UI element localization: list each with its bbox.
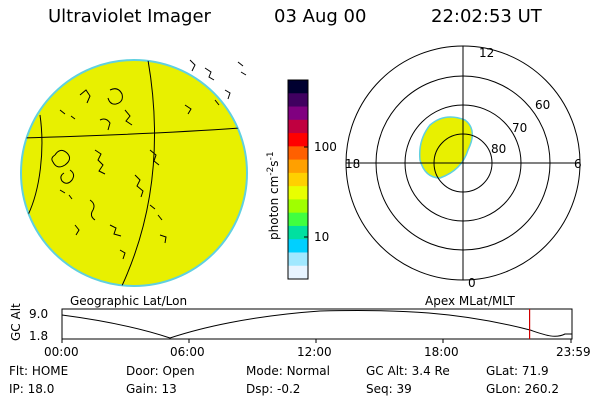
coastline [237,61,247,76]
coastline [109,224,122,237]
glat-value: 71.9 [521,364,549,378]
seq-value: 39 [396,382,412,396]
info-gain: Gain: 13 [126,382,177,396]
coastline [149,149,160,166]
polar-label-80: 80 [491,142,507,156]
coastline [60,169,75,184]
colorbar-segment [288,265,308,280]
coastline [149,204,163,221]
apex-caption: Apex MLat/MLT [425,294,515,308]
coastline [59,109,76,120]
date-label: 03 Aug 00 [274,6,367,27]
colorbar-segment [288,252,308,267]
coastline [214,99,220,106]
coastline [224,89,231,100]
polar-label-0: 0 [468,276,476,290]
flt-value: HOME [31,364,69,378]
x-tick-0000: 00:00 [44,345,79,359]
latitude-line [21,127,241,139]
instrument-title: Ultraviolet Imager [48,6,211,27]
mode-value: Normal [286,364,330,378]
gcalt-value: 3.4 Re [411,364,450,378]
coastline [74,224,80,236]
glon-value: 260.2 [524,382,559,396]
polar-label-60: 60 [535,98,551,112]
colorbar-segment [288,172,308,187]
info-seq: Seq: 39 [366,382,412,396]
door-value: Open [162,364,195,378]
colorbar-segment [288,239,308,253]
coastline [107,88,123,105]
colorbar-frame [287,79,309,280]
colorbar-segment [288,146,308,161]
colorbar-tick-label-10: 10 [314,230,330,244]
colorbar-segment [288,93,308,108]
polar-label-6: 6 [574,157,582,171]
info-flt: Flt: HOME [9,364,69,378]
geographic-caption: Geographic Lat/Lon [70,294,188,308]
info-glon: GLon: 260.2 [486,382,559,396]
info-mode: Mode: Normal [246,364,330,378]
x-tick-1800: 18:00 [424,345,459,359]
polar-label-18: 18 [345,157,361,171]
y-tick-top: 9.0 [29,307,49,321]
colorbar-segment [288,225,308,240]
colorbar-segment [288,159,308,174]
x-tick-0600: 06:00 [170,345,205,359]
ip-value: 18.0 [27,382,55,396]
colorbar-segment [288,199,308,214]
coastline [189,59,196,72]
polar-label-12: 12 [479,46,495,60]
x-tick-2359: 23:59 [556,345,591,359]
meridian-line [119,60,155,286]
gain-value: 13 [161,382,177,396]
y-tick-bottom: 1.8 [29,329,49,343]
altitude-curve [61,309,572,339]
colorbar-segment [288,119,308,134]
gc-alt-axis-label: GC Alt [9,303,23,341]
colorbar-unit-label: photon cm-2s-1 [266,151,281,240]
colorbar-segment [288,133,308,147]
time-label: 22:02:53 UT [431,6,542,27]
info-glat: GLat: 71.9 [486,364,549,378]
coastline [204,67,215,81]
coastline [119,249,126,260]
colorbar-segment [288,106,308,121]
coastline [134,174,144,198]
geographic-image [20,59,248,287]
coastline [89,199,96,221]
coastline [124,109,133,126]
x-tick-1200: 12:00 [297,345,332,359]
info-ip: IP: 18.0 [9,382,55,396]
coastline [159,234,167,244]
colorbar-segment [288,80,308,94]
colorbar [288,80,308,280]
coastline [79,89,91,104]
orbit-altitude-plot [61,308,573,343]
coastline [184,104,192,115]
coastline [94,149,106,175]
colorbar-segment [288,212,308,227]
coastline [99,118,111,131]
coastline [59,189,73,200]
info-gcalt: GC Alt: 3.4 Re [366,364,450,378]
auroral-oval [418,116,474,179]
dsp-value: -0.2 [276,382,301,396]
colorbar-tick-label-100: 100 [314,140,337,154]
meridian-line [27,114,43,216]
info-dsp: Dsp: -0.2 [246,382,301,396]
coastline [51,149,71,168]
colorbar-segment [288,186,308,200]
polar-plot [345,45,581,281]
info-door: Door: Open [126,364,195,378]
polar-label-70: 70 [512,121,528,135]
